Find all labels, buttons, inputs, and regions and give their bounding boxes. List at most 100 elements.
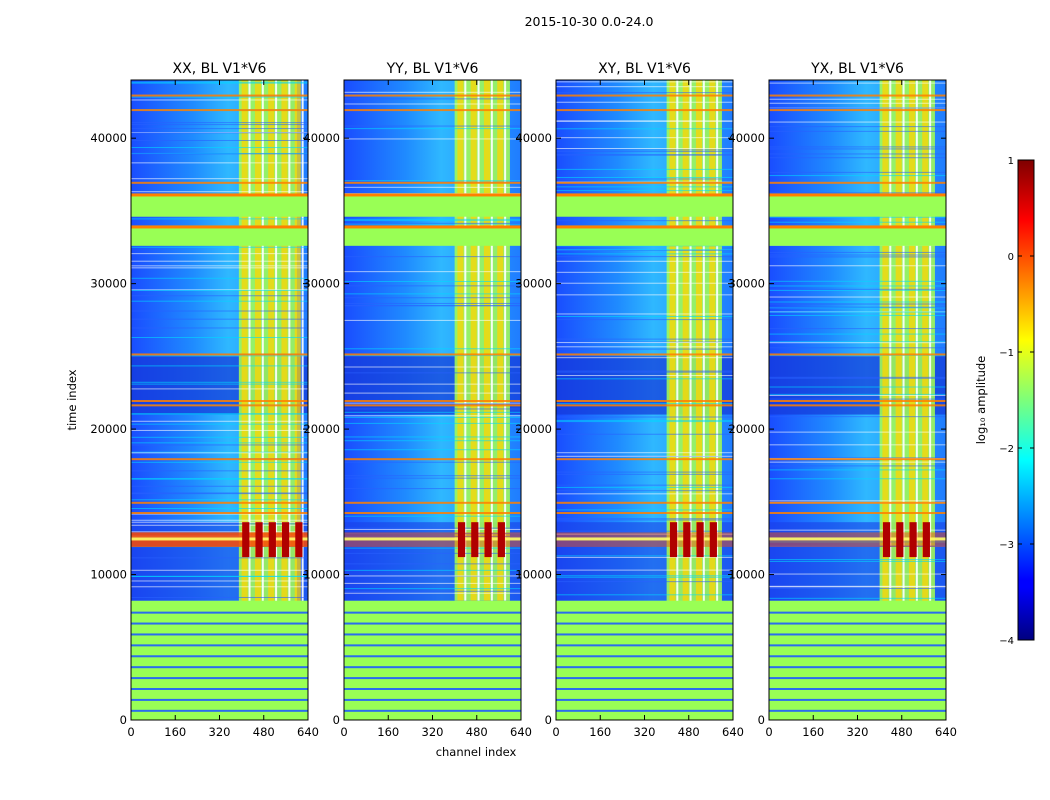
time-line	[131, 289, 308, 291]
time-line	[131, 153, 308, 155]
time-line	[131, 444, 308, 446]
time-line	[344, 416, 521, 418]
time-line	[769, 157, 946, 159]
time-line	[344, 348, 521, 350]
flag-stripe	[131, 677, 308, 680]
time-line	[131, 381, 308, 383]
flag-line	[556, 512, 733, 514]
time-line	[344, 477, 521, 479]
time-line	[131, 365, 308, 367]
time-line	[556, 530, 733, 532]
time-line	[556, 176, 733, 178]
time-line	[769, 107, 946, 109]
time-line	[556, 375, 733, 377]
time-line	[131, 289, 308, 291]
time-line	[556, 421, 733, 423]
time-line	[344, 138, 521, 140]
flag-stripe	[131, 611, 308, 614]
time-line	[769, 342, 946, 344]
flag-stripe	[344, 633, 521, 636]
time-line	[556, 249, 733, 251]
time-line	[131, 122, 308, 124]
flagged-band	[344, 193, 521, 217]
x-tick-label: 320	[847, 725, 869, 739]
flag-line	[556, 458, 733, 461]
colorbar-tick-label: −4	[999, 636, 1014, 647]
colorbar-tick-label: −1	[999, 348, 1014, 359]
flag-line	[556, 94, 733, 97]
flag-line	[769, 400, 946, 402]
time-line	[131, 139, 308, 141]
x-tick-label: 480	[466, 725, 488, 739]
time-line	[556, 378, 733, 380]
x-tick-label: 320	[634, 725, 656, 739]
time-line	[769, 146, 946, 148]
flag-line	[556, 400, 733, 402]
time-line	[344, 285, 521, 287]
time-line	[131, 132, 308, 134]
time-line	[131, 470, 308, 472]
x-tick-label: 640	[722, 725, 744, 739]
time-line	[344, 533, 521, 535]
time-line	[769, 314, 946, 316]
flag-stripe	[556, 688, 733, 690]
y-tick-label: 40000	[303, 131, 340, 145]
colorbar-ticks: 1 0 −1 −2 −3 −4	[999, 156, 1034, 647]
time-line	[131, 277, 308, 279]
time-line	[344, 582, 521, 584]
flag-stripe	[769, 666, 946, 669]
flare-blob	[709, 522, 717, 558]
colorbar-tick-label: 1	[1008, 156, 1014, 167]
time-line	[556, 137, 733, 139]
time-line	[344, 408, 521, 410]
flagged-band	[556, 193, 733, 217]
time-line	[344, 475, 521, 477]
flag-line	[344, 512, 521, 514]
time-line	[131, 436, 308, 438]
time-line	[344, 125, 521, 127]
flag-line	[131, 109, 308, 112]
time-line	[556, 555, 733, 557]
panel-2: XY, BL V1*V6 0 160 320 480 640 0 10000 20000 3000…	[515, 61, 744, 739]
panel-0: XX, BL V1*V6 0 160 320 480 640 0 10000 20000 3000…	[90, 61, 319, 739]
time-line	[769, 285, 946, 287]
y-tick-label: 0	[758, 713, 765, 727]
time-line	[556, 220, 733, 222]
time-line	[769, 541, 946, 543]
flare-blob	[268, 522, 276, 558]
time-line	[131, 96, 308, 98]
time-line	[344, 536, 521, 538]
flag-line	[344, 94, 521, 97]
time-line	[556, 342, 733, 344]
time-line	[769, 280, 946, 282]
time-line	[344, 383, 521, 385]
colorbar: 1 0 −1 −2 −3 −4 log₁₀ amplitude	[974, 156, 1035, 647]
time-line	[344, 528, 521, 530]
flag-stripe	[769, 633, 946, 636]
x-tick-label: 640	[510, 725, 532, 739]
time-line	[131, 492, 308, 494]
time-line	[344, 98, 521, 100]
panel-1: YY, BL V1*V6 0 160 320 480 640 0 10000 20000 3000…	[303, 61, 532, 739]
time-line	[556, 154, 733, 156]
flag-line	[344, 109, 521, 112]
time-line	[131, 485, 308, 487]
x-tick-label: 160	[377, 725, 399, 739]
time-line	[344, 392, 521, 394]
time-line	[769, 431, 946, 433]
time-line	[556, 313, 733, 315]
flare-blob	[497, 522, 505, 558]
time-line	[131, 423, 308, 425]
time-line	[131, 383, 308, 385]
time-line	[131, 162, 308, 164]
y-tick-label: 20000	[90, 422, 127, 436]
time-line	[769, 289, 946, 291]
flare-blob	[255, 522, 263, 558]
flagged-band	[556, 225, 733, 246]
time-line	[769, 376, 946, 378]
time-line	[131, 521, 308, 523]
flagged-band	[131, 225, 308, 246]
time-line	[769, 444, 946, 446]
panel-title: YX, BL V1*V6	[810, 61, 904, 77]
